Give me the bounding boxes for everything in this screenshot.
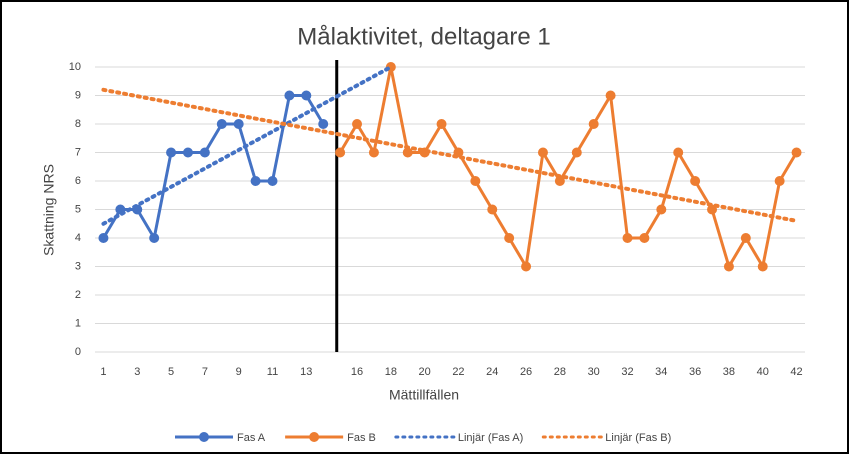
x-tick-label: 26 [520,366,532,378]
x-tick-label: 3 [134,366,140,378]
data-point [740,233,751,243]
legend-label: Linjär (Fas A) [458,432,523,444]
data-point [588,119,599,129]
data-point [723,261,734,272]
x-tick-label: 24 [486,366,498,378]
x-tick-label: 28 [554,366,566,378]
data-point [199,147,210,158]
data-point [690,176,701,186]
data-point [301,90,312,101]
data-point [166,147,177,158]
data-point [470,176,481,186]
data-point [216,119,227,129]
y-tick-label: 7 [75,146,81,158]
data-point [791,147,802,158]
x-tick-label: 7 [202,366,208,378]
data-point [537,147,548,158]
data-point [250,176,261,186]
data-point [622,233,633,243]
data-point [368,147,379,158]
legend-label: Linjär (Fas B) [605,432,671,444]
y-axis-label: Skattning NRS [41,164,57,256]
y-tick-label: 10 [69,61,81,73]
series-line [338,66,798,271]
x-tick-label: 20 [419,366,431,378]
data-point [98,233,109,243]
x-tick-label: 18 [385,366,397,378]
y-tick-label: 9 [75,89,81,101]
data-point [757,261,768,272]
data-point [318,119,329,129]
x-tick-label: 5 [168,366,174,378]
y-tick-label: 2 [75,289,81,301]
data-point [774,176,785,186]
legend-label: Fas B [347,432,376,444]
data-point [605,90,616,101]
x-tick-label: 36 [689,366,701,378]
chart-title: Målaktivitet, deltagare 1 [297,23,550,50]
y-tick-label: 6 [75,175,81,187]
series-line [101,65,393,226]
data-point [233,119,244,129]
x-tick-label: 1 [100,366,106,378]
data-point [352,119,363,129]
x-tick-label: 9 [236,366,242,378]
x-tick-label: 13 [300,366,312,378]
x-tick-label: 38 [723,366,735,378]
legend-marker [309,432,320,442]
series-line [102,94,325,243]
data-point [267,176,278,186]
data-point [521,261,532,272]
x-tick-label: 42 [790,366,802,378]
x-tick-label: 16 [351,366,363,378]
y-tick-label: 4 [75,232,81,244]
data-point [149,233,160,243]
data-point [182,147,193,158]
data-point [571,147,582,158]
x-tick-label: 32 [621,366,633,378]
y-tick-label: 3 [75,260,81,272]
x-tick-label: 40 [757,366,769,378]
data-point [402,147,413,158]
series-line [101,87,799,223]
y-tick-label: 5 [75,203,81,215]
data-point [656,204,667,215]
y-tick-label: 0 [75,346,81,358]
data-point [436,119,447,129]
x-tick-label: 34 [655,366,667,378]
data-point [284,90,295,101]
data-point [487,204,498,215]
data-point [554,176,565,186]
x-axis-label: Mättillfällen [389,387,459,403]
x-tick-label: 30 [588,366,600,378]
data-point [335,147,346,158]
data-point [504,233,515,243]
y-tick-label: 1 [75,317,81,329]
legend-marker [199,432,209,442]
y-tick-label: 8 [75,118,81,130]
x-tick-label: 11 [267,366,278,378]
data-point [673,147,684,158]
x-tick-label: 22 [452,366,464,378]
data-point [639,233,650,243]
legend-label: Fas A [237,432,266,444]
